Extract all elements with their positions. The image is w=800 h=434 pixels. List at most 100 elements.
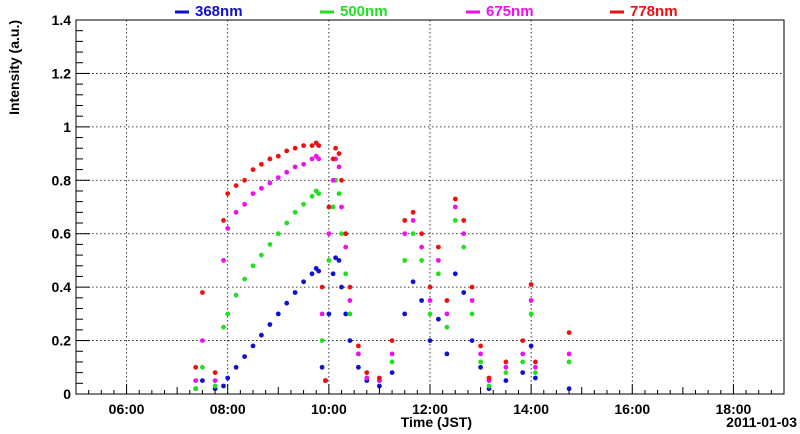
data-point bbox=[275, 231, 281, 237]
data-point bbox=[566, 359, 572, 365]
data-point bbox=[410, 231, 416, 237]
data-point bbox=[309, 156, 315, 162]
data-point bbox=[326, 311, 332, 317]
data-point bbox=[364, 370, 370, 375]
series-675nm bbox=[193, 153, 572, 383]
x-axis-title: Time (JST) bbox=[401, 414, 472, 430]
data-point bbox=[301, 201, 306, 207]
data-point bbox=[242, 177, 248, 183]
data-point bbox=[267, 322, 273, 327]
data-point bbox=[225, 226, 231, 231]
data-point bbox=[319, 284, 325, 290]
data-point bbox=[469, 338, 475, 343]
data-point bbox=[533, 364, 538, 370]
data-point bbox=[319, 338, 325, 343]
data-point bbox=[478, 364, 483, 370]
data-point bbox=[402, 231, 408, 237]
data-point bbox=[339, 231, 344, 237]
data-point bbox=[347, 311, 353, 317]
data-point bbox=[503, 378, 509, 383]
data-point bbox=[301, 161, 306, 167]
data-point bbox=[452, 204, 458, 210]
data-point bbox=[427, 338, 433, 343]
data-point bbox=[389, 338, 395, 343]
data-point bbox=[419, 244, 424, 250]
y-tick-label: 1.2 bbox=[52, 65, 72, 81]
legend-label: 500nm bbox=[340, 3, 388, 20]
data-point bbox=[377, 375, 382, 381]
data-point bbox=[486, 375, 492, 381]
data-point bbox=[225, 311, 231, 317]
y-tick-label: 0.8 bbox=[52, 172, 72, 188]
data-point bbox=[284, 220, 290, 226]
data-point bbox=[336, 151, 342, 157]
data-point bbox=[503, 359, 509, 365]
data-point bbox=[343, 271, 349, 277]
series-778nm bbox=[193, 140, 572, 383]
data-point bbox=[193, 378, 199, 383]
y-tick-label: 0.4 bbox=[52, 279, 72, 295]
data-point bbox=[275, 175, 281, 181]
x-tick-label: 12:00 bbox=[412, 401, 448, 417]
data-point bbox=[436, 316, 441, 322]
data-point bbox=[419, 298, 424, 303]
data-point bbox=[339, 284, 344, 290]
data-points bbox=[193, 140, 572, 392]
legend-label: 675nm bbox=[486, 3, 534, 20]
data-point bbox=[212, 383, 218, 389]
data-point bbox=[478, 351, 483, 357]
x-tick-label: 18:00 bbox=[716, 401, 752, 417]
data-point bbox=[520, 351, 526, 357]
data-point bbox=[242, 201, 248, 207]
data-point bbox=[316, 156, 322, 162]
data-point bbox=[319, 311, 325, 317]
data-point bbox=[533, 359, 538, 365]
data-point bbox=[259, 252, 264, 258]
data-point bbox=[319, 364, 325, 370]
data-point bbox=[377, 383, 382, 389]
data-point bbox=[461, 231, 467, 237]
data-point bbox=[533, 375, 538, 381]
data-point bbox=[486, 383, 492, 389]
y-tick-label: 0.6 bbox=[52, 226, 72, 242]
data-point bbox=[292, 164, 298, 170]
data-point bbox=[250, 263, 256, 269]
data-point bbox=[343, 231, 349, 237]
data-point bbox=[221, 218, 226, 223]
x-tick-label: 10:00 bbox=[311, 401, 347, 417]
data-point bbox=[444, 298, 450, 303]
data-point bbox=[461, 244, 467, 250]
data-point bbox=[503, 364, 509, 370]
data-point bbox=[478, 359, 483, 365]
data-point bbox=[316, 268, 322, 274]
data-point bbox=[444, 324, 450, 330]
legend-label: 778nm bbox=[630, 3, 678, 20]
data-point bbox=[528, 282, 534, 287]
data-point bbox=[309, 143, 315, 149]
data-point bbox=[343, 244, 349, 250]
data-point bbox=[436, 258, 441, 263]
data-point bbox=[221, 324, 226, 330]
data-point bbox=[284, 169, 290, 175]
data-point bbox=[259, 185, 264, 191]
data-point bbox=[461, 218, 467, 223]
data-point bbox=[326, 258, 332, 263]
data-point bbox=[225, 191, 231, 197]
data-point bbox=[389, 370, 395, 375]
data-point bbox=[233, 364, 239, 370]
data-point bbox=[402, 311, 408, 317]
data-point bbox=[309, 271, 315, 277]
data-point bbox=[339, 204, 344, 210]
data-point bbox=[200, 378, 205, 383]
data-point bbox=[212, 378, 218, 383]
data-point bbox=[284, 300, 290, 306]
data-point bbox=[444, 311, 450, 317]
data-point bbox=[250, 191, 256, 197]
data-point bbox=[323, 378, 328, 383]
data-point bbox=[330, 271, 336, 277]
data-point bbox=[410, 209, 416, 215]
data-point bbox=[309, 193, 315, 199]
data-point bbox=[330, 177, 336, 183]
data-point bbox=[410, 218, 416, 223]
legend-label: 368nm bbox=[195, 3, 243, 20]
